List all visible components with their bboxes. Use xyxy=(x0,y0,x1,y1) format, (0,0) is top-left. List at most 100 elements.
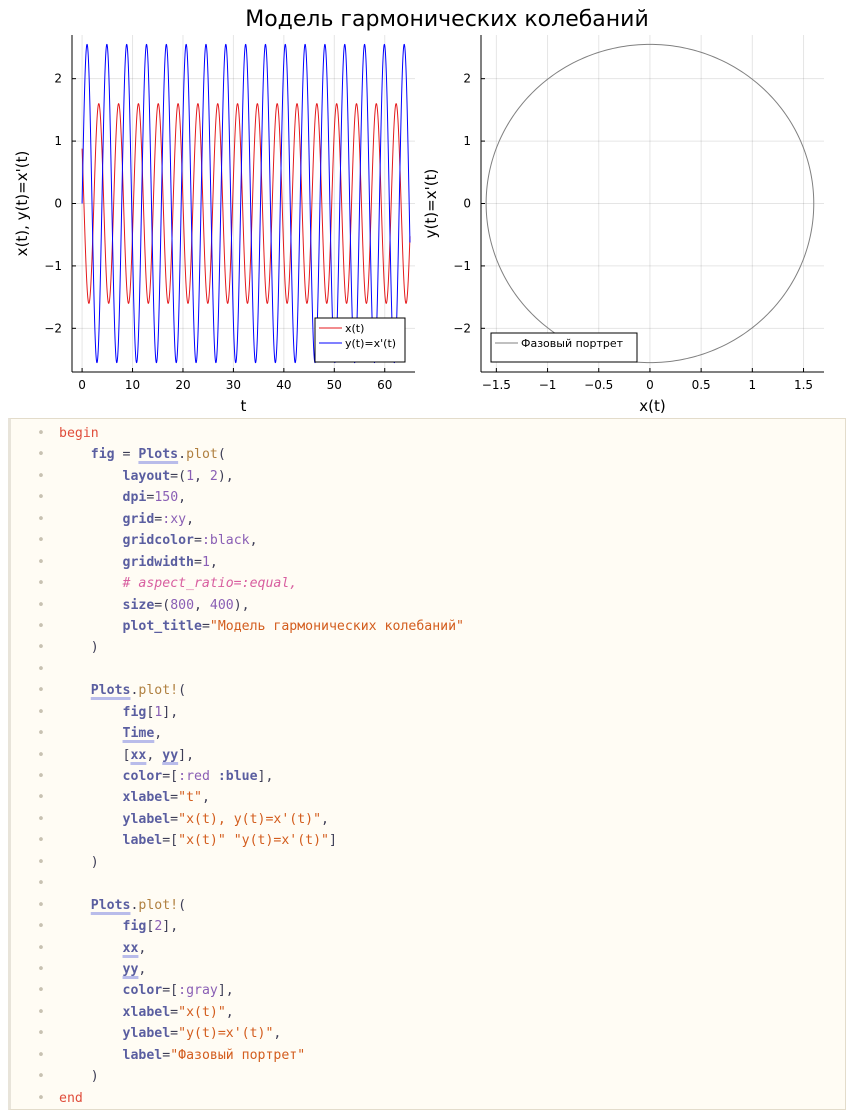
code-line[interactable]: • # aspect_ratio=:equal, xyxy=(19,573,464,594)
code-token: 2 xyxy=(209,468,218,484)
code-token: , xyxy=(138,940,147,956)
code-token: Plots xyxy=(90,897,131,913)
code-token: xx xyxy=(122,940,139,956)
line-gutter-dot: • xyxy=(37,640,45,656)
code-token: = xyxy=(170,790,179,806)
code-line[interactable]: • gridwidth=1, xyxy=(19,552,464,573)
code-token: [ xyxy=(146,704,155,720)
code-line[interactable]: • xlabel="x(t)", xyxy=(19,1002,464,1023)
code-token: = xyxy=(170,1004,179,1020)
code-token: ( xyxy=(217,447,226,463)
code-token: . xyxy=(130,897,139,913)
code-token: , xyxy=(194,597,210,613)
code-line[interactable]: • xyxy=(19,873,464,894)
code-token: ) xyxy=(59,1069,99,1085)
plot-canvas: Модель гармонических колебаний 0 10 20 30 40… xyxy=(13,7,824,415)
code-line[interactable]: • xyxy=(19,659,464,680)
y-tick-label: 0 xyxy=(54,197,62,211)
code-line[interactable]: • xx, xyxy=(19,938,464,959)
code-token xyxy=(226,833,234,848)
x-tick-label: −0.5 xyxy=(584,378,613,392)
code-token: ] xyxy=(329,833,337,849)
code-line[interactable]: • label=["x(t)" "y(t)=x'(t)"] xyxy=(19,830,464,851)
code-line[interactable]: • [xx, yy], xyxy=(19,745,464,766)
code-token xyxy=(59,790,123,805)
legend-box xyxy=(490,332,638,363)
code-token: label xyxy=(122,833,163,849)
line-gutter-dot: • xyxy=(37,426,45,441)
code-token: dpi xyxy=(122,490,147,506)
code-token: . xyxy=(178,447,187,463)
line-gutter-dot: • xyxy=(37,940,45,956)
code-token: , xyxy=(186,511,195,527)
code-token: "x(t), y(t)=x'(t)" xyxy=(178,811,322,827)
code-token xyxy=(59,1048,123,1063)
code-token: fig xyxy=(122,704,147,720)
code-token xyxy=(59,898,91,913)
code-token xyxy=(59,769,123,784)
code-token: "y(t)=x'(t)" xyxy=(233,833,329,849)
legend-box xyxy=(314,317,406,363)
code-token: Time xyxy=(122,726,155,742)
code-line[interactable]: • Plots.plot!( xyxy=(19,680,464,701)
code-line[interactable]: • layout=(1, 2), xyxy=(19,466,464,487)
code-token xyxy=(59,983,123,998)
code-token: ], xyxy=(257,769,274,784)
code-token: . xyxy=(130,683,139,699)
code-token: color xyxy=(122,983,163,999)
x-tick-label: 60 xyxy=(377,378,392,392)
code-line[interactable]: • gridcolor=:black, xyxy=(19,530,464,551)
legend-label: x(t) xyxy=(345,322,364,335)
code-token: grid xyxy=(122,511,155,527)
code-line[interactable]: • ) xyxy=(19,1066,464,1087)
code-token: , xyxy=(154,726,163,742)
y-tick-label: −2 xyxy=(44,321,62,335)
code-line[interactable]: • plot_title="Модель гармонических колеб… xyxy=(19,616,464,637)
code-line[interactable]: • ylabel="y(t)=x'(t)", xyxy=(19,1023,464,1044)
code-token: gridcolor xyxy=(122,533,194,549)
code-token xyxy=(59,683,91,698)
code-line[interactable]: • fig[1], xyxy=(19,702,464,723)
code-line[interactable]: • ylabel="x(t), y(t)=x'(t)", xyxy=(19,809,464,830)
code-line[interactable]: • Time, xyxy=(19,723,464,744)
code-token: ], xyxy=(217,983,234,999)
code-line[interactable]: • end xyxy=(19,1088,464,1109)
code-token: = xyxy=(194,554,202,570)
code-token: 2 xyxy=(154,919,163,935)
legend: x(t) y(t)=x'(t) xyxy=(314,317,406,363)
code-token: = xyxy=(170,1026,179,1042)
code-token: , xyxy=(201,790,210,806)
code-line[interactable]: • size=(800, 400), xyxy=(19,595,464,616)
code-token xyxy=(59,512,123,527)
code-line[interactable]: • color=[:gray], xyxy=(19,980,464,1001)
x-tick-label: 0 xyxy=(78,378,86,392)
code-token: plot xyxy=(186,447,218,463)
code-line[interactable]: • ) xyxy=(19,852,464,873)
code-cell[interactable]: • begin • fig = Plots.plot(• layout=(1, 2)… xyxy=(8,418,846,1110)
code-line[interactable]: • dpi=150, xyxy=(19,487,464,508)
code-token: Plots xyxy=(90,683,131,699)
code-editor[interactable]: • begin • fig = Plots.plot(• layout=(1, 2)… xyxy=(19,423,464,1109)
code-line[interactable]: • fig[2], xyxy=(19,916,464,937)
code-line[interactable]: • label="Фазовый портрет" xyxy=(19,1045,464,1066)
chart-1: 0 10 20 30 40 50 60 −2 −1 0 1 2 t x(t), y(t)=x'(t) x(t… xyxy=(13,35,415,415)
code-token: ), xyxy=(217,468,234,484)
code-token: ) xyxy=(59,854,99,870)
code-line[interactable]: • Plots.plot!( xyxy=(19,895,464,916)
code-token: layout xyxy=(122,468,171,484)
y-axis-title: x(t), y(t)=x'(t) xyxy=(13,151,31,257)
code-line[interactable]: • grid=:xy, xyxy=(19,509,464,530)
code-token: 400 xyxy=(209,597,234,613)
code-line[interactable]: • ) xyxy=(19,637,464,658)
line-gutter-dot: • xyxy=(37,790,45,806)
code-token: begin xyxy=(59,426,99,441)
code-line[interactable]: • yy, xyxy=(19,959,464,980)
code-token: "Модель гармонических колебаний" xyxy=(209,618,464,634)
code-token xyxy=(59,533,123,548)
code-token: Plots xyxy=(138,447,179,463)
code-line[interactable]: • color=[:red :blue], xyxy=(19,766,464,787)
code-line[interactable]: • fig = Plots.plot( xyxy=(19,444,464,465)
code-line[interactable]: • begin xyxy=(19,423,464,444)
code-line[interactable]: • xlabel="t", xyxy=(19,787,464,808)
line-gutter-dot: • xyxy=(37,747,45,763)
